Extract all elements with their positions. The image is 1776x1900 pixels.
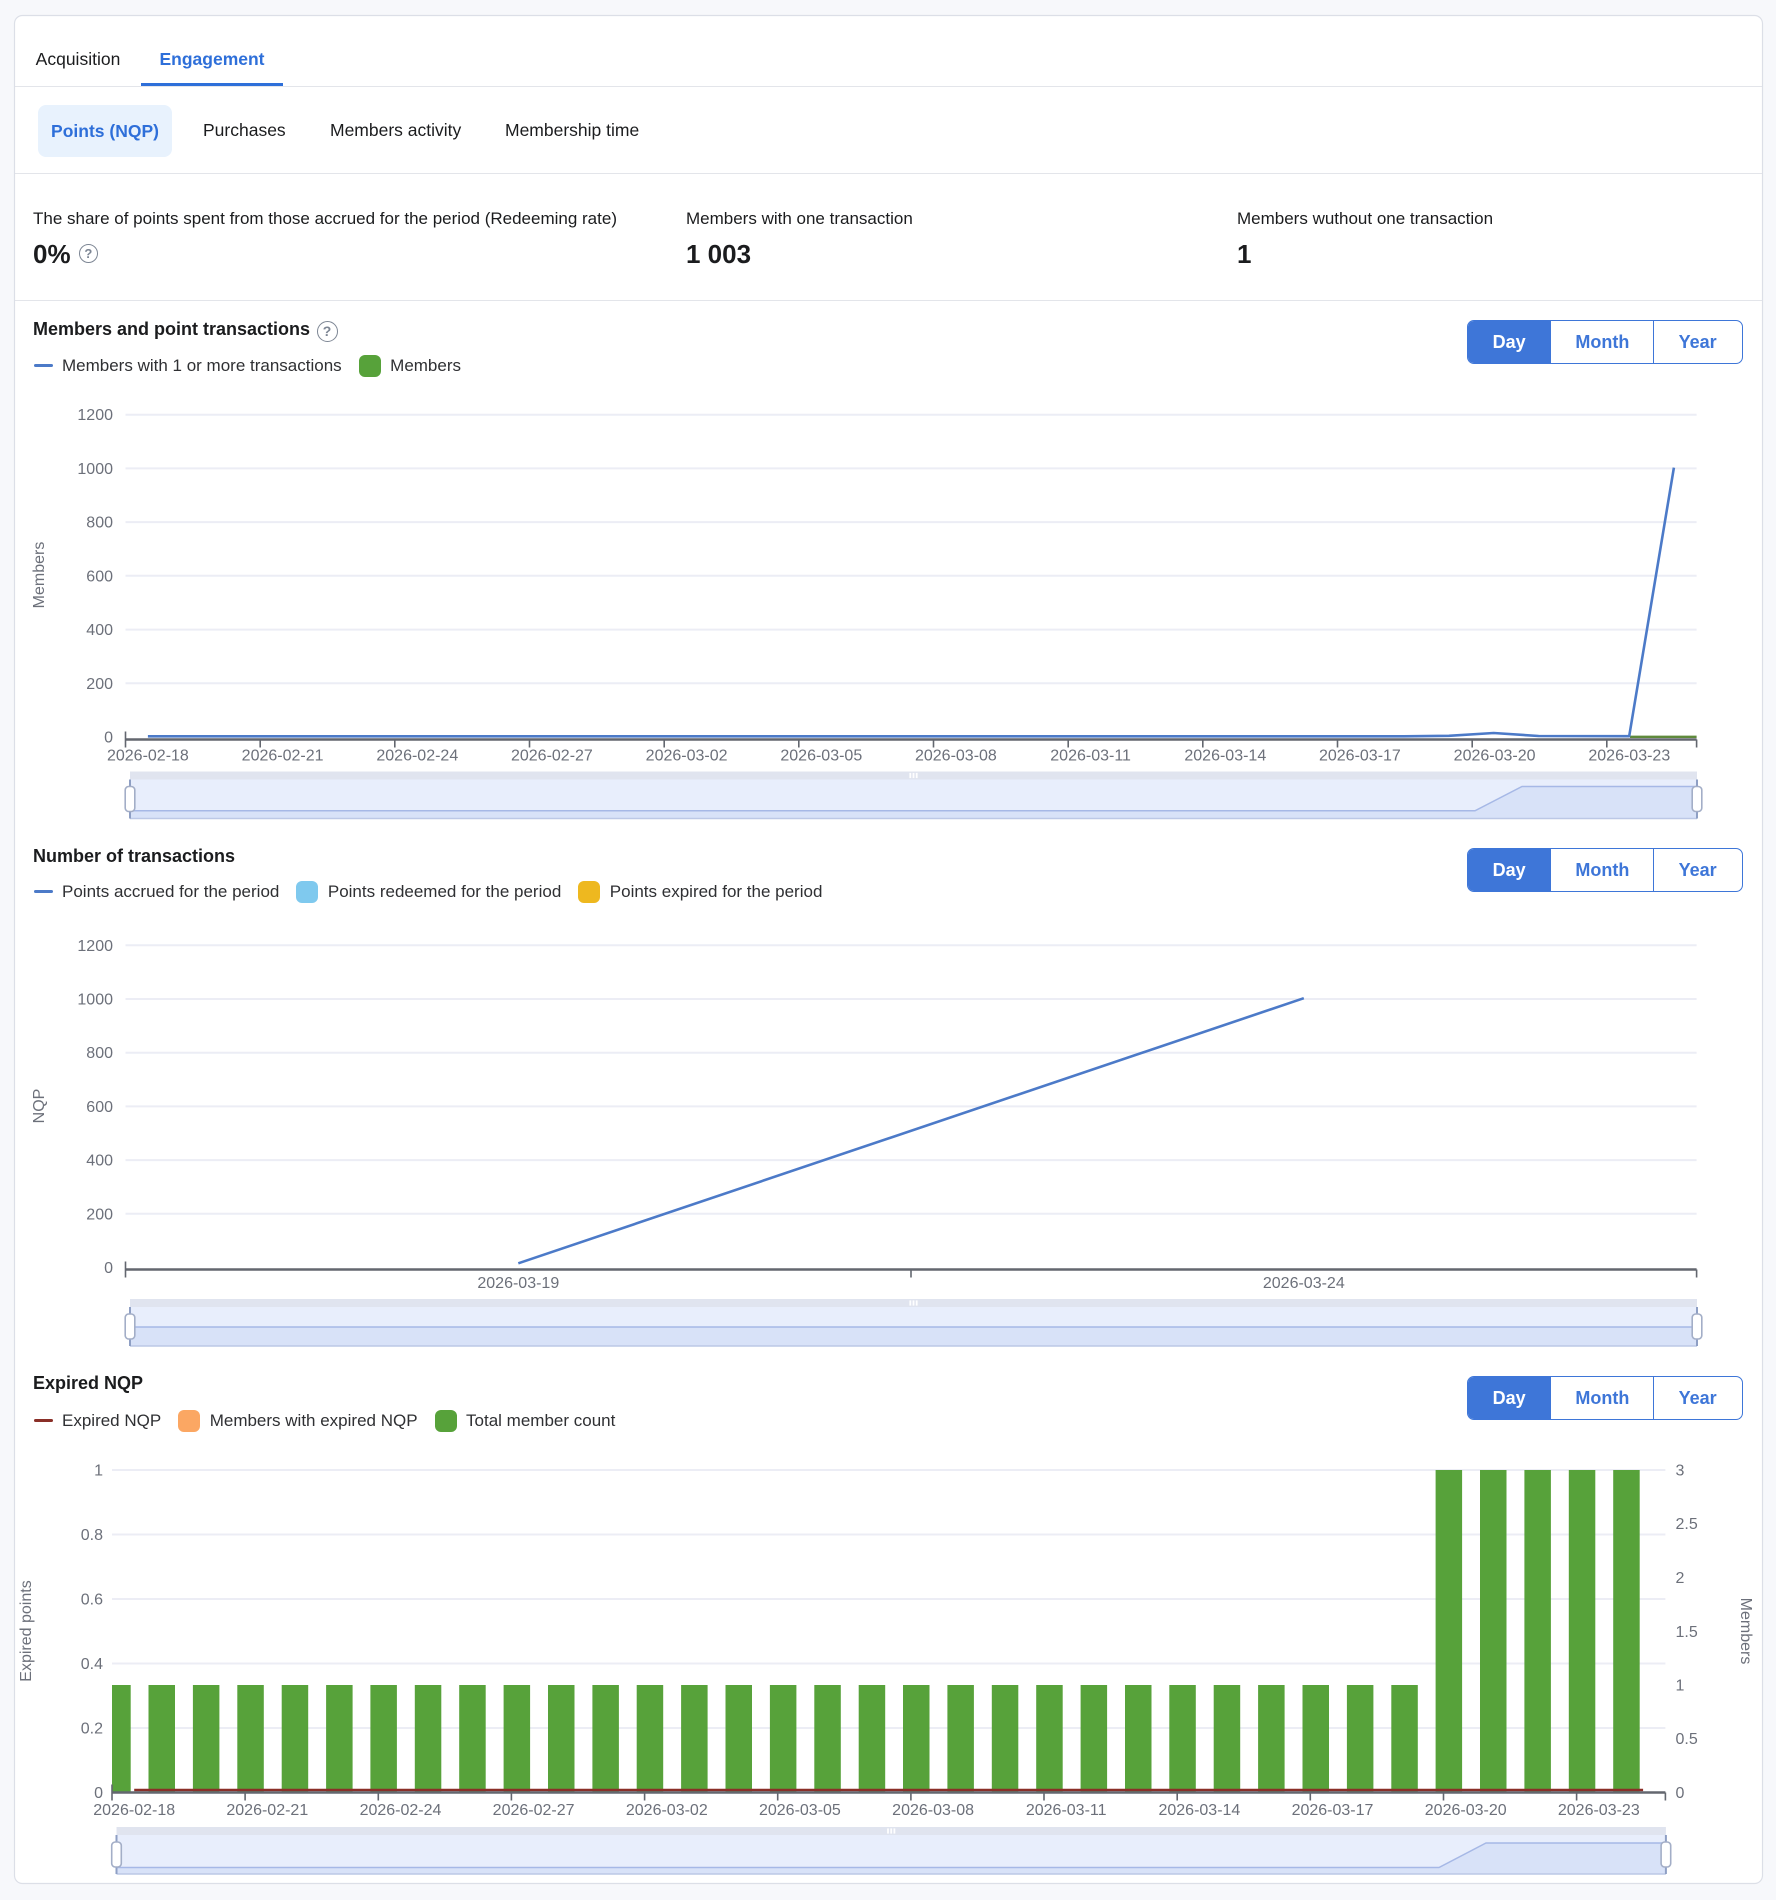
svg-text:2.5: 2.5 xyxy=(1676,1516,1698,1533)
svg-text:2026-03-17: 2026-03-17 xyxy=(1319,748,1401,765)
svg-text:2026-03-20: 2026-03-20 xyxy=(1425,1802,1507,1819)
svg-text:2: 2 xyxy=(1676,1570,1685,1587)
svg-text:2026-02-21: 2026-02-21 xyxy=(226,1802,308,1819)
svg-text:2026-02-27: 2026-02-27 xyxy=(511,748,593,765)
svg-text:2026-03-23: 2026-03-23 xyxy=(1558,1802,1640,1819)
svg-text:2026-03-05: 2026-03-05 xyxy=(780,748,862,765)
svg-text:2026-03-08: 2026-03-08 xyxy=(915,748,997,765)
svg-text:2026-03-19: 2026-03-19 xyxy=(477,1275,559,1292)
svg-text:800: 800 xyxy=(86,515,113,532)
svg-text:2026-03-05: 2026-03-05 xyxy=(759,1802,841,1819)
svg-text:Members: Members xyxy=(1737,1598,1754,1665)
svg-text:1200: 1200 xyxy=(77,938,113,955)
svg-text:600: 600 xyxy=(86,568,113,585)
svg-text:2026-02-18: 2026-02-18 xyxy=(107,748,189,765)
svg-text:200: 200 xyxy=(86,676,113,693)
svg-text:400: 400 xyxy=(86,1153,113,1170)
svg-text:2026-02-27: 2026-02-27 xyxy=(493,1802,575,1819)
svg-text:3: 3 xyxy=(1676,1463,1685,1480)
svg-text:2026-03-02: 2026-03-02 xyxy=(626,1802,708,1819)
svg-text:0: 0 xyxy=(104,1260,113,1277)
svg-text:1200: 1200 xyxy=(77,407,113,424)
svg-text:0.6: 0.6 xyxy=(81,1592,103,1609)
svg-text:0.4: 0.4 xyxy=(81,1656,103,1673)
svg-text:2026-03-24: 2026-03-24 xyxy=(1263,1275,1345,1292)
svg-text:NQP: NQP xyxy=(31,1089,48,1124)
svg-text:0: 0 xyxy=(94,1785,103,1802)
svg-text:400: 400 xyxy=(86,622,113,639)
svg-text:1.5: 1.5 xyxy=(1676,1624,1698,1641)
svg-text:1000: 1000 xyxy=(77,992,113,1009)
svg-text:2026-02-21: 2026-02-21 xyxy=(242,748,324,765)
svg-text:1: 1 xyxy=(94,1463,103,1480)
svg-text:2026-03-20: 2026-03-20 xyxy=(1454,748,1536,765)
svg-text:2026-03-23: 2026-03-23 xyxy=(1588,748,1670,765)
svg-text:2026-03-14: 2026-03-14 xyxy=(1158,1802,1240,1819)
svg-text:2026-03-14: 2026-03-14 xyxy=(1184,748,1266,765)
svg-text:200: 200 xyxy=(86,1206,113,1223)
svg-text:2026-03-17: 2026-03-17 xyxy=(1292,1802,1374,1819)
svg-text:0.8: 0.8 xyxy=(81,1527,103,1544)
svg-text:2026-03-08: 2026-03-08 xyxy=(892,1802,974,1819)
svg-text:1: 1 xyxy=(1676,1678,1685,1695)
svg-text:2026-02-24: 2026-02-24 xyxy=(376,748,458,765)
svg-text:2026-02-18: 2026-02-18 xyxy=(93,1802,175,1819)
svg-text:2026-02-24: 2026-02-24 xyxy=(360,1802,442,1819)
svg-text:2026-03-11: 2026-03-11 xyxy=(1026,1802,1107,1819)
svg-text:2026-03-11: 2026-03-11 xyxy=(1050,748,1131,765)
svg-text:0.2: 0.2 xyxy=(81,1721,103,1738)
svg-text:2026-03-02: 2026-03-02 xyxy=(646,748,728,765)
svg-text:0.5: 0.5 xyxy=(1676,1731,1698,1748)
svg-text:0: 0 xyxy=(104,730,113,747)
svg-text:Members: Members xyxy=(31,542,48,609)
svg-text:1000: 1000 xyxy=(77,461,113,478)
svg-text:Expired points: Expired points xyxy=(18,1580,35,1681)
svg-text:600: 600 xyxy=(86,1099,113,1116)
svg-text:0: 0 xyxy=(1676,1785,1685,1802)
svg-text:800: 800 xyxy=(86,1045,113,1062)
